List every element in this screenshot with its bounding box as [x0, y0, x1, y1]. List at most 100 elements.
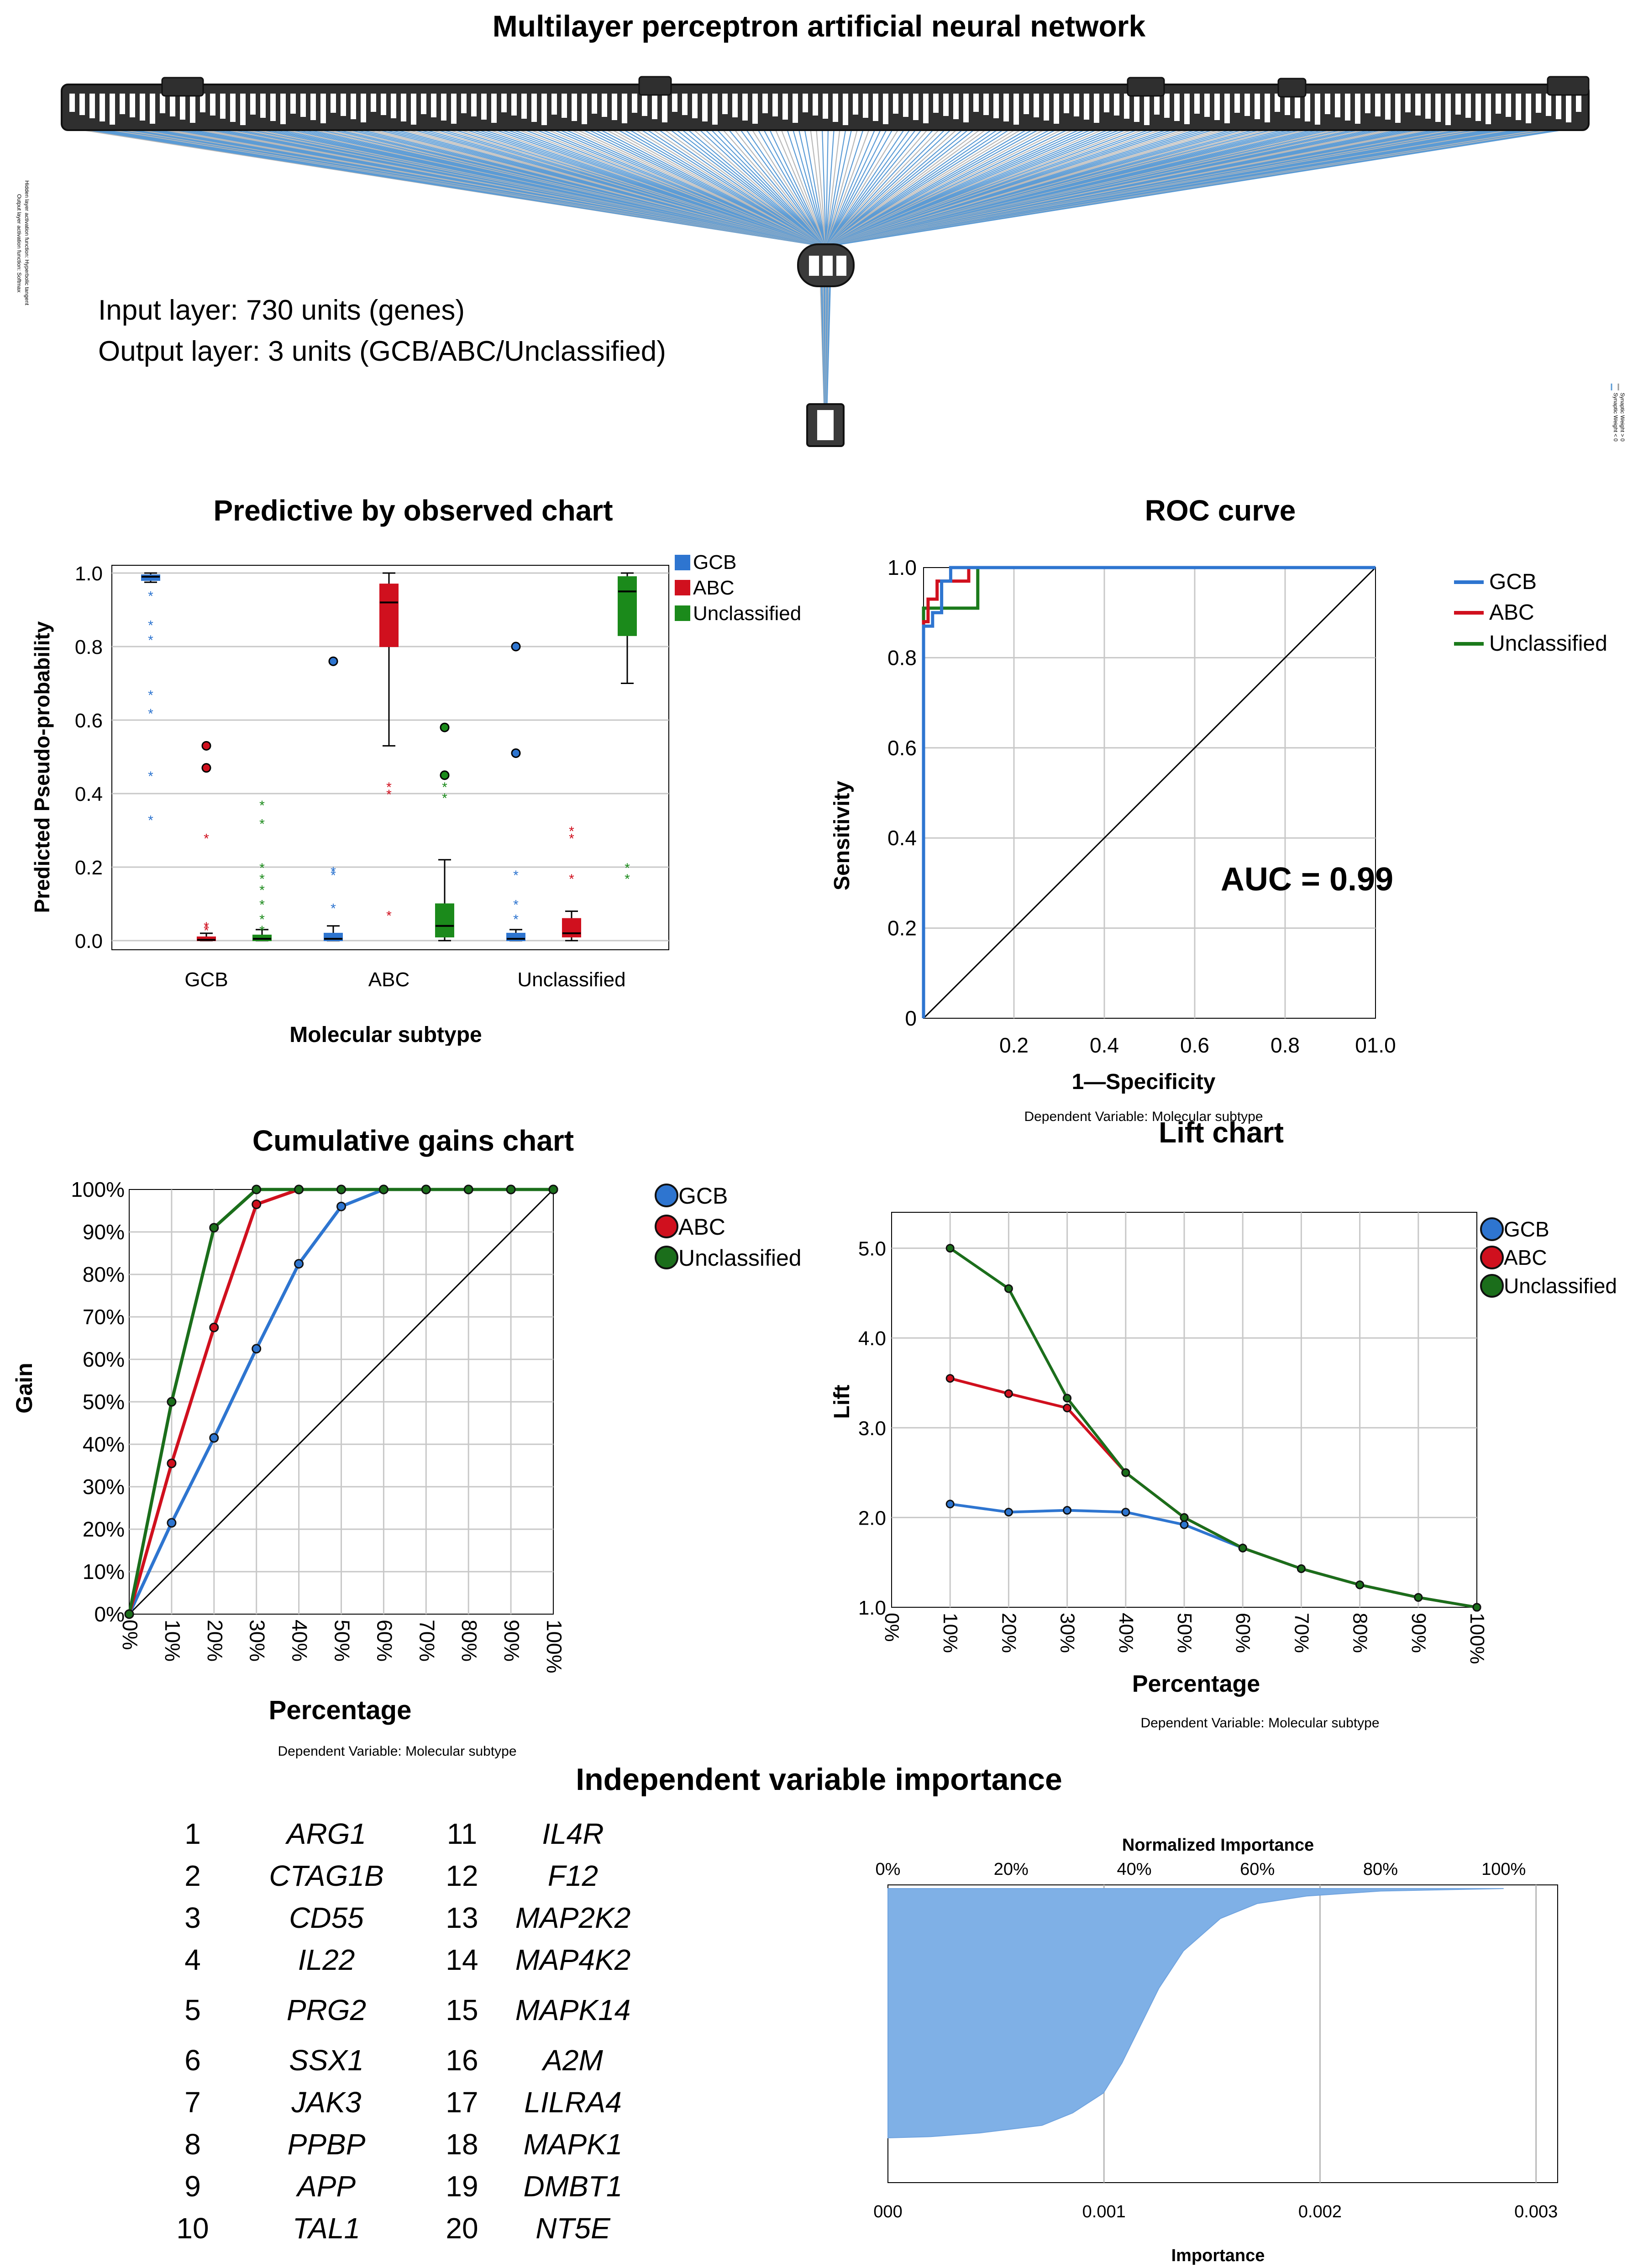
- nn-input-node-label: [521, 94, 527, 119]
- nn-input-node-label: [1435, 94, 1441, 122]
- gene-name: PPBP: [288, 2128, 366, 2161]
- nn-input-layer: [62, 77, 1589, 130]
- lift-point: [946, 1375, 954, 1382]
- box-legend: GCB ABC Unclassified: [675, 551, 801, 625]
- gene-rank: 19: [446, 2170, 478, 2203]
- lift-panel: Lift chart Lift Percentage Dependent Var…: [822, 1114, 1638, 1763]
- nn-input-node-label: [562, 94, 567, 118]
- lift-point: [1005, 1285, 1012, 1292]
- nn-input-node-cap: [1278, 79, 1306, 97]
- nn-input-node-label: [722, 94, 728, 114]
- nn-input-node-label: [1194, 94, 1200, 114]
- box-outlier-point: [441, 771, 449, 779]
- gene-rank: 5: [184, 1994, 201, 2026]
- nn-input-node-label: [782, 94, 788, 120]
- nn-input-node-label: [1506, 94, 1511, 117]
- nn-title: Multilayer perceptron artificial neural …: [493, 9, 1146, 43]
- nn-input-node-label: [702, 94, 708, 121]
- nn-input-node-label: [893, 94, 898, 114]
- box-extreme-point: *: [513, 868, 519, 883]
- lift-ytick-label: 2.0: [858, 1507, 886, 1529]
- nn-legend-2: Synaptic Weight < 0: [1612, 393, 1619, 442]
- gains-plot-area: 0%10%20%30%40%50%60%70%80%90%100%0%10%20…: [71, 1178, 566, 1673]
- box-outlier-point: [202, 742, 210, 750]
- roc-chart: ROC curve Sensitivity 1—Specificity Depe…: [822, 484, 1638, 1137]
- nn-input-node-label: [421, 94, 426, 114]
- box-extreme-point: *: [386, 787, 392, 802]
- box-ytick-label: 0.6: [75, 710, 103, 732]
- nn-input-node-label: [1556, 94, 1561, 119]
- nn-input-node-label: [813, 94, 818, 116]
- nn-input-node-label: [501, 94, 507, 112]
- nn-input-node-label: [1516, 94, 1521, 120]
- gains-xtick-label: 50%: [331, 1620, 354, 1662]
- nn-input-node-label: [180, 94, 185, 120]
- lift-point: [1064, 1507, 1071, 1514]
- legend-swatch-abc: [656, 1216, 677, 1237]
- legend-label-abc: ABC: [678, 1214, 725, 1240]
- nn-side-note-2: Output layer activation function: Softma…: [16, 194, 22, 292]
- nn-input-node-label: [843, 94, 848, 125]
- lift-ytick-label: 3.0: [858, 1417, 886, 1440]
- box-outlier-point: [329, 657, 337, 665]
- lift-point: [1064, 1394, 1071, 1402]
- gains-ytick-label: 100%: [71, 1178, 125, 1201]
- nn-input-node-label: [280, 94, 286, 124]
- box-extreme-point: *: [259, 923, 265, 938]
- gains-point: [295, 1185, 303, 1194]
- nn-input-node-label: [1114, 94, 1119, 116]
- lift-point: [1122, 1469, 1129, 1476]
- nn-diagram: Multilayer perceptron artificial neural …: [0, 0, 1638, 466]
- nn-input-node-label: [1395, 94, 1401, 123]
- nn-input-node-label: [1415, 94, 1421, 116]
- nn-input-node-label: [572, 94, 577, 121]
- box-ytick-label: 0.4: [75, 783, 103, 805]
- gains-panel: Cumulative gains chart Gain Percentage D…: [0, 1114, 822, 1763]
- box-xlabel: Molecular subtype: [289, 1023, 482, 1046]
- nn-input-node-label: [732, 94, 738, 117]
- roc-xtick-label: 0.6: [1180, 1033, 1209, 1057]
- nn-output-text: Output layer: 3 units (GCB/ABC/Unclassif…: [98, 336, 666, 367]
- nn-input-node-label: [1003, 94, 1009, 121]
- nn-input-node-label: [823, 94, 828, 119]
- gene-rank: 13: [446, 1901, 478, 1934]
- gene-name: CTAG1B: [269, 1859, 383, 1892]
- box-extreme-point: *: [442, 791, 447, 806]
- nn-input-node-label: [803, 94, 808, 112]
- gains-ytick-label: 20%: [83, 1517, 125, 1541]
- gains-point: [210, 1434, 218, 1442]
- roc-xtick-label: 0.4: [1090, 1033, 1119, 1057]
- lift-ytick-label: 4.0: [858, 1327, 886, 1350]
- lift-point: [1005, 1390, 1012, 1397]
- legend-swatch-abc: [1481, 1247, 1503, 1268]
- nn-hidden-label: [809, 256, 819, 276]
- nn-input-node-label: [310, 94, 316, 120]
- lift-point: [1005, 1509, 1012, 1516]
- gene-rank: 3: [184, 1901, 201, 1934]
- box-extreme-point: *: [148, 633, 153, 648]
- nn-input-node-label: [511, 94, 517, 116]
- nn-input-node-label: [1013, 94, 1019, 125]
- gains-point: [210, 1323, 218, 1331]
- gene-name: LILRA4: [524, 2086, 621, 2119]
- nn-input-node-label: [250, 94, 256, 115]
- gene-name: A2M: [541, 2044, 603, 2077]
- gains-xtick-label: 0%: [118, 1620, 142, 1650]
- nn-input-node-label: [1084, 94, 1089, 120]
- nn-input-node-label: [351, 94, 356, 119]
- roc-ytick-label: 0.8: [887, 646, 917, 669]
- nn-input-node-label: [1184, 94, 1190, 124]
- nn-input-node-label: [381, 94, 386, 115]
- nn-input-node-label: [1144, 94, 1150, 125]
- roc-xtick-label: 0.8: [1270, 1033, 1300, 1057]
- box-category-label: GCB: [184, 968, 228, 991]
- nn-input-node-label: [1486, 94, 1491, 124]
- legend-label-gcb: GCB: [693, 551, 736, 574]
- legend-swatch-gcb: [1481, 1218, 1503, 1240]
- nn-input-node-cap: [1548, 77, 1589, 95]
- nn-input-node-label: [1546, 94, 1551, 116]
- nn-input-node-label: [592, 94, 597, 114]
- lift-xtick-label: 10%: [939, 1613, 961, 1653]
- nn-input-node-label: [341, 94, 346, 116]
